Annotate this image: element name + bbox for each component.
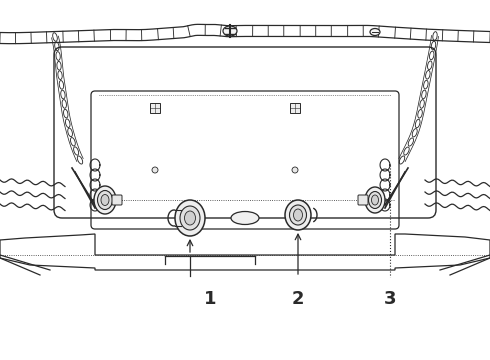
Text: 1: 1 <box>204 290 216 308</box>
Ellipse shape <box>180 206 200 230</box>
Ellipse shape <box>175 200 205 236</box>
FancyBboxPatch shape <box>358 195 368 205</box>
Ellipse shape <box>94 186 116 214</box>
Circle shape <box>292 167 298 173</box>
Ellipse shape <box>371 195 378 205</box>
Bar <box>290 103 300 113</box>
Ellipse shape <box>294 209 302 221</box>
Ellipse shape <box>98 190 113 210</box>
Ellipse shape <box>101 194 109 206</box>
Ellipse shape <box>365 187 385 213</box>
Text: 2: 2 <box>292 290 304 308</box>
Circle shape <box>152 167 158 173</box>
Text: 3: 3 <box>384 290 396 308</box>
Ellipse shape <box>223 26 237 36</box>
Bar <box>150 103 160 113</box>
Ellipse shape <box>285 200 311 230</box>
Ellipse shape <box>290 205 307 225</box>
FancyBboxPatch shape <box>112 195 122 205</box>
Ellipse shape <box>368 192 382 208</box>
Ellipse shape <box>370 28 380 36</box>
Ellipse shape <box>231 212 259 225</box>
Ellipse shape <box>185 211 196 225</box>
